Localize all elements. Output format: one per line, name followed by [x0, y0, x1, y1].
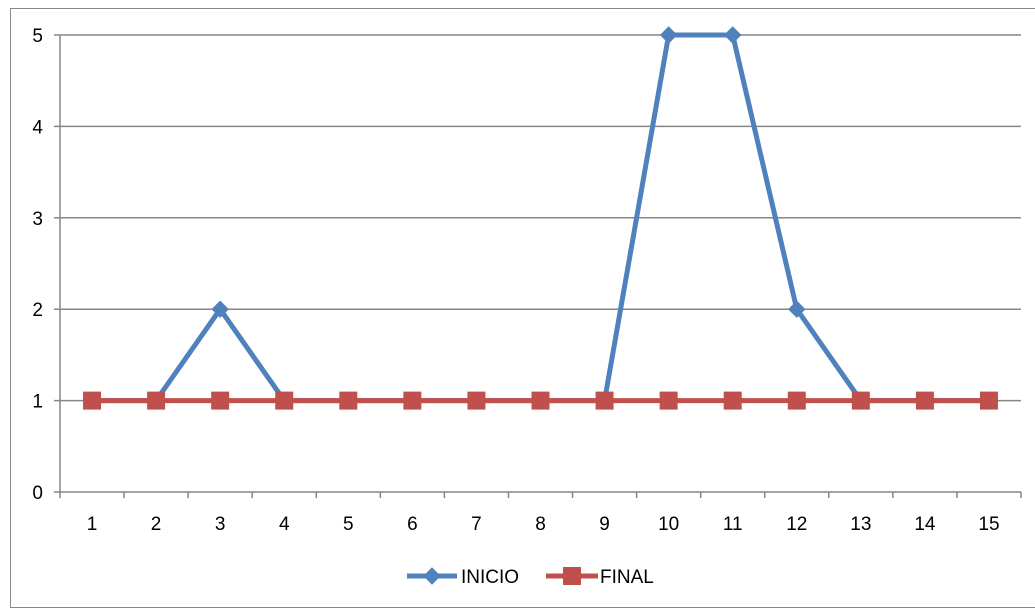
- y-tick-label: 5: [32, 26, 43, 47]
- x-tick-label: 8: [535, 514, 546, 535]
- y-tick-label: 4: [32, 117, 43, 138]
- axes: [54, 34, 1022, 498]
- y-tick-label: 0: [32, 483, 43, 504]
- x-tick-label: 13: [850, 514, 871, 535]
- legend-item-inicio: INICIO: [407, 567, 519, 588]
- x-tick-label: 6: [407, 514, 418, 535]
- series-final: [83, 391, 998, 410]
- x-tick-label: 12: [786, 514, 807, 535]
- y-tick-label: 3: [32, 209, 43, 230]
- y-tick-label: 2: [32, 300, 43, 321]
- data-point-diamond: [723, 26, 742, 44]
- data-point-square: [403, 391, 422, 410]
- legend-label: INICIO: [461, 567, 519, 588]
- x-tick-label: 1: [87, 514, 98, 535]
- data-point-square: [595, 391, 614, 410]
- chart-frame: [10, 8, 1035, 608]
- data-point-square: [83, 391, 102, 410]
- x-tick-label: 9: [599, 514, 610, 535]
- data-point-diamond: [211, 300, 229, 318]
- x-tick-label: 14: [914, 514, 936, 535]
- data-point-square: [979, 391, 998, 410]
- y-axis-tick-labels: 0 1 2 3 4 5: [32, 26, 43, 504]
- data-point-square: [787, 391, 806, 410]
- data-point-diamond: [659, 26, 678, 44]
- data-point-diamond: [788, 300, 806, 318]
- y-tick-label: 1: [32, 392, 43, 413]
- data-point-square: [563, 567, 581, 585]
- legend: INICIO FINAL: [407, 567, 654, 588]
- data-point-square: [275, 391, 294, 410]
- data-point-square: [339, 391, 358, 410]
- x-tick-label: 3: [215, 514, 226, 535]
- x-tick-label: 11: [723, 514, 743, 535]
- data-point-square: [723, 391, 742, 410]
- data-point-square: [467, 391, 486, 410]
- x-axis-tick-labels: 1 2 3 4 5 6 7 8 9 10 11 12 13 14 15: [87, 514, 1000, 535]
- data-point-diamond: [423, 567, 441, 585]
- series-group: [83, 26, 998, 410]
- legend-item-final: FINAL: [546, 567, 654, 588]
- x-tick-label: 2: [151, 514, 162, 535]
- data-point-square: [147, 391, 166, 410]
- data-point-square: [915, 391, 934, 410]
- x-tick-label: 5: [343, 514, 354, 535]
- data-point-square: [851, 391, 870, 410]
- data-point-square: [211, 391, 230, 410]
- x-tick-label: 4: [279, 514, 290, 535]
- x-tick-label: 15: [978, 514, 999, 535]
- x-tick-label: 7: [471, 514, 482, 535]
- data-point-square: [659, 391, 678, 410]
- gridlines: [60, 34, 1021, 402]
- data-point-square: [531, 391, 550, 410]
- x-tick-label: 10: [658, 514, 679, 535]
- legend-label: FINAL: [600, 567, 654, 588]
